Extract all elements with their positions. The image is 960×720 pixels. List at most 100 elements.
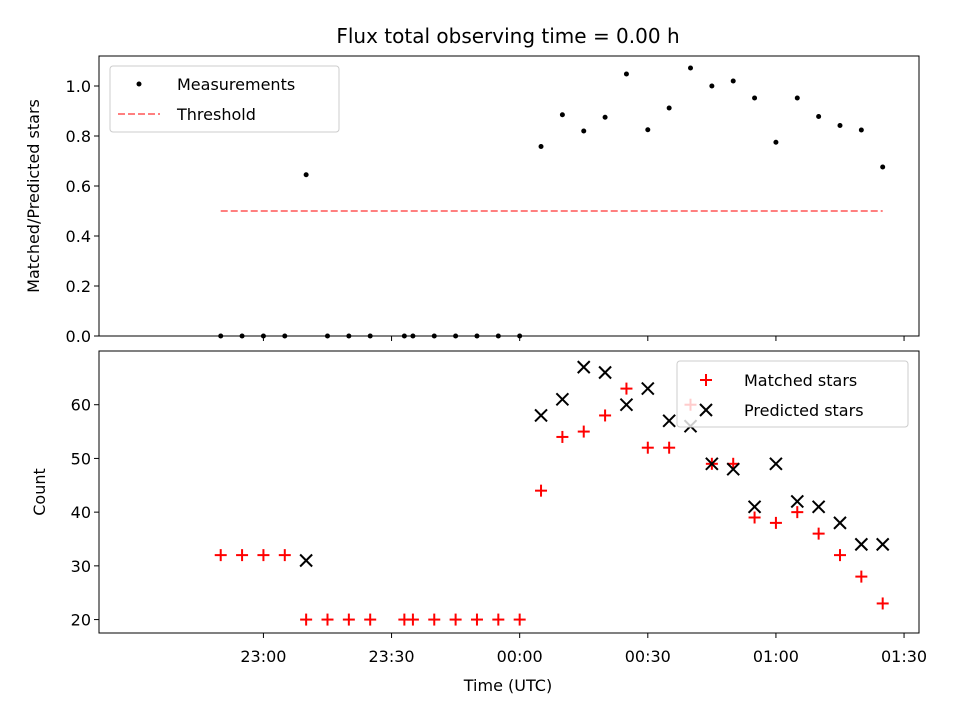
top-y-axis-label: Matched/Predicted stars bbox=[24, 99, 43, 293]
measurement-point bbox=[623, 71, 629, 77]
matched-star-point bbox=[214, 549, 227, 562]
chart-title: Flux total observing time = 0.00 h bbox=[336, 24, 679, 48]
matched-star-point bbox=[513, 613, 526, 626]
measurement-point bbox=[559, 112, 565, 118]
x-tick-label: 23:00 bbox=[240, 647, 286, 666]
matched-star-point bbox=[236, 549, 249, 562]
legend-matched-marker bbox=[700, 374, 712, 386]
matched-star-point bbox=[855, 570, 868, 583]
predicted-star-point bbox=[726, 462, 740, 476]
predicted-star-point bbox=[641, 381, 655, 396]
predicted-star-point bbox=[299, 553, 313, 568]
matched-star-point bbox=[428, 613, 441, 626]
measurement-point bbox=[752, 95, 758, 101]
matched-star-point bbox=[833, 549, 846, 562]
bottom-axes-frame bbox=[98, 350, 920, 634]
top-x-ticks bbox=[262, 336, 905, 341]
bottom-y-ticks: 20 30 40 50 60 bbox=[71, 396, 99, 630]
measurement-point bbox=[581, 128, 587, 134]
top-axes-frame bbox=[98, 55, 920, 337]
bottom-y-tick-label: 20 bbox=[71, 611, 91, 630]
bottom-y-tick-label: 30 bbox=[71, 557, 91, 576]
matched-star-point bbox=[470, 613, 483, 626]
matched-star-point bbox=[812, 527, 825, 540]
matched-star-point bbox=[748, 511, 761, 524]
x-tick-label: 01:30 bbox=[881, 647, 927, 666]
bottom-plot-marks bbox=[214, 360, 890, 626]
top-y-tick-label: 0.2 bbox=[66, 277, 91, 296]
measurement-point bbox=[602, 114, 608, 120]
predicted-star-point bbox=[854, 537, 869, 552]
bottom-legend: Matched stars Predicted stars bbox=[676, 360, 909, 428]
bottom-panel: 20 30 40 50 60 23:00 23:30 00:00 00:30 01:00 01:3… bbox=[30, 350, 927, 695]
predicted-star-point bbox=[833, 516, 847, 530]
measurement-point bbox=[730, 78, 736, 84]
measurement-point bbox=[773, 139, 779, 145]
matched-star-point bbox=[876, 597, 889, 610]
matched-star-point bbox=[769, 516, 782, 529]
matched-star-point bbox=[620, 382, 633, 395]
legend-measurements-label: Measurements bbox=[177, 75, 295, 94]
matched-star-point bbox=[492, 613, 505, 626]
bottom-y-tick-label: 40 bbox=[71, 503, 91, 522]
measurement-point bbox=[538, 144, 544, 149]
top-legend: Measurements Threshold bbox=[109, 65, 340, 133]
predicted-star-point bbox=[619, 398, 634, 412]
predicted-star-point bbox=[747, 500, 762, 514]
measurement-point bbox=[645, 127, 651, 133]
matched-star-point bbox=[535, 484, 548, 497]
x-tick-label: 23:30 bbox=[368, 647, 414, 666]
predicted-star-point bbox=[598, 365, 612, 380]
bottom-y-axis-label: Count bbox=[30, 468, 49, 516]
measurement-point bbox=[880, 164, 886, 170]
measurement-point bbox=[688, 65, 694, 71]
matched-star-point bbox=[663, 441, 676, 454]
measurement-point bbox=[709, 83, 715, 89]
predicted-star-point bbox=[555, 392, 570, 407]
top-y-tick-label: 0.6 bbox=[66, 177, 91, 196]
measurement-point bbox=[858, 127, 864, 133]
x-tick-label: 00:00 bbox=[497, 647, 543, 666]
x-tick-label: 01:00 bbox=[753, 647, 799, 666]
bottom-legend-box bbox=[676, 360, 909, 428]
top-y-tick-label: 0.0 bbox=[66, 327, 91, 346]
predicted-star-point bbox=[662, 414, 676, 428]
predicted-star-point bbox=[534, 408, 548, 423]
matched-star-point bbox=[321, 613, 334, 626]
top-y-tick-label: 0.4 bbox=[66, 227, 91, 246]
legend-predicted-marker bbox=[699, 403, 713, 417]
legend-predicted-label: Predicted stars bbox=[744, 401, 864, 420]
bottom-x-ticks: 23:00 23:30 00:00 00:30 01:00 01:30 bbox=[240, 633, 927, 666]
bottom-y-tick-label: 60 bbox=[71, 396, 91, 415]
top-y-ticks: 0.0 0.2 0.4 0.6 0.8 1.0 bbox=[66, 77, 99, 346]
matched-star-point bbox=[278, 549, 291, 562]
legend-matched-label: Matched stars bbox=[744, 371, 857, 390]
legend-measurements-marker bbox=[136, 81, 142, 87]
predicted-star-point bbox=[875, 537, 890, 552]
x-tick-label: 00:30 bbox=[625, 647, 671, 666]
matched-star-point bbox=[599, 409, 612, 422]
matched-star-point bbox=[556, 430, 569, 443]
matched-star-point bbox=[406, 613, 419, 626]
measurement-point bbox=[816, 114, 822, 119]
matched-star-point bbox=[449, 613, 462, 626]
matched-star-point bbox=[300, 613, 313, 626]
top-panel: 0.0 0.2 0.4 0.6 0.8 1.0 Matched/Predicted sta… bbox=[24, 55, 920, 346]
predicted-star-point bbox=[705, 457, 719, 471]
top-y-tick-label: 1.0 bbox=[66, 77, 91, 96]
x-axis-label: Time (UTC) bbox=[463, 676, 552, 695]
bottom-y-tick-label: 50 bbox=[71, 449, 91, 468]
measurement-point bbox=[794, 95, 800, 101]
matched-star-point bbox=[577, 425, 590, 438]
measurement-point bbox=[837, 123, 843, 128]
predicted-star-point bbox=[811, 500, 826, 514]
predicted-star-point bbox=[790, 494, 804, 509]
matched-star-point bbox=[641, 441, 654, 454]
measurement-point bbox=[303, 172, 309, 178]
predicted-star-point bbox=[577, 360, 591, 374]
matched-star-point bbox=[342, 613, 355, 626]
matched-star-point bbox=[364, 613, 377, 626]
matched-star-point bbox=[791, 506, 804, 519]
top-y-tick-label: 0.8 bbox=[66, 127, 91, 146]
